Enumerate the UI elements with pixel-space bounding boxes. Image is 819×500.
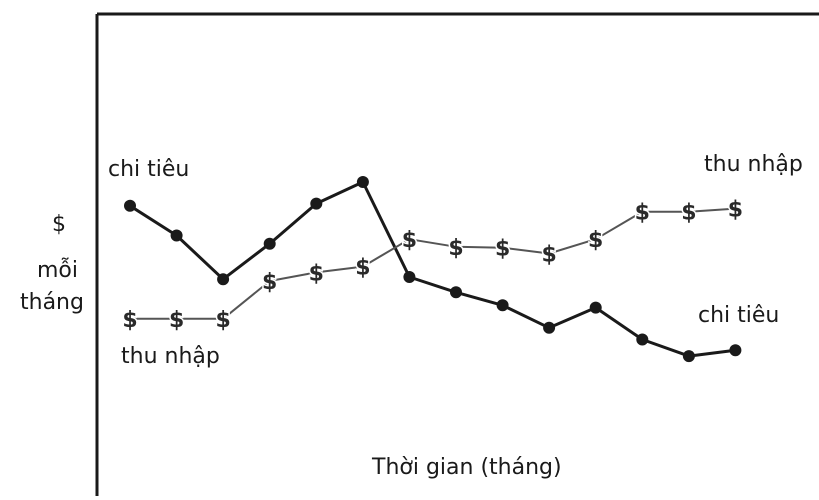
income-line xyxy=(130,207,736,320)
income-label-right: thu nhập xyxy=(704,152,803,177)
x-axis-label: Thời gian (tháng) xyxy=(372,455,562,480)
spending-point-7 xyxy=(403,271,416,283)
spending-point-8 xyxy=(450,286,462,299)
income-point-9: $ xyxy=(495,237,510,262)
spending-point-13 xyxy=(682,350,695,363)
spending-point-10 xyxy=(543,321,556,334)
income-point-5: $ xyxy=(309,261,324,286)
income-point-7: $ xyxy=(402,228,417,253)
income-point-14: $ xyxy=(728,198,743,223)
income-point-6: $ xyxy=(355,256,370,281)
y-axis-label-currency: $ xyxy=(52,212,66,237)
spending-label-right: chi tiêu xyxy=(698,303,780,328)
income-point-4: $ xyxy=(262,270,277,295)
y-axis-label-per: mỗi xyxy=(37,258,79,283)
spending-point-9 xyxy=(496,299,509,312)
income-point-12: $ xyxy=(635,201,650,226)
spending-point-4 xyxy=(263,237,276,250)
income-point-8: $ xyxy=(448,236,463,261)
spending-label-left: chi tiêu xyxy=(108,157,190,182)
spending-point-14 xyxy=(729,344,742,357)
spending-point-3 xyxy=(217,273,230,286)
income-point-11: $ xyxy=(588,228,603,253)
income-point-13: $ xyxy=(681,201,696,226)
income-point-2: $ xyxy=(169,308,184,333)
income-label-left: thu nhập xyxy=(121,344,220,369)
spending-point-11 xyxy=(589,301,602,314)
spending-point-12 xyxy=(636,333,649,346)
income-point-3: $ xyxy=(215,308,230,333)
spending-point-6 xyxy=(356,176,369,188)
spending-point-1 xyxy=(124,199,136,212)
income-point-1: $ xyxy=(122,308,137,333)
spending-line xyxy=(129,180,736,358)
income-point-10: $ xyxy=(541,243,556,268)
y-axis-label-month: tháng xyxy=(20,290,84,315)
spending-point-2 xyxy=(170,229,183,242)
series-layer: $ $ $ $ $ $ $ $ $ $ $ $ $ $ xyxy=(121,176,745,363)
spending-point-5 xyxy=(310,197,323,210)
